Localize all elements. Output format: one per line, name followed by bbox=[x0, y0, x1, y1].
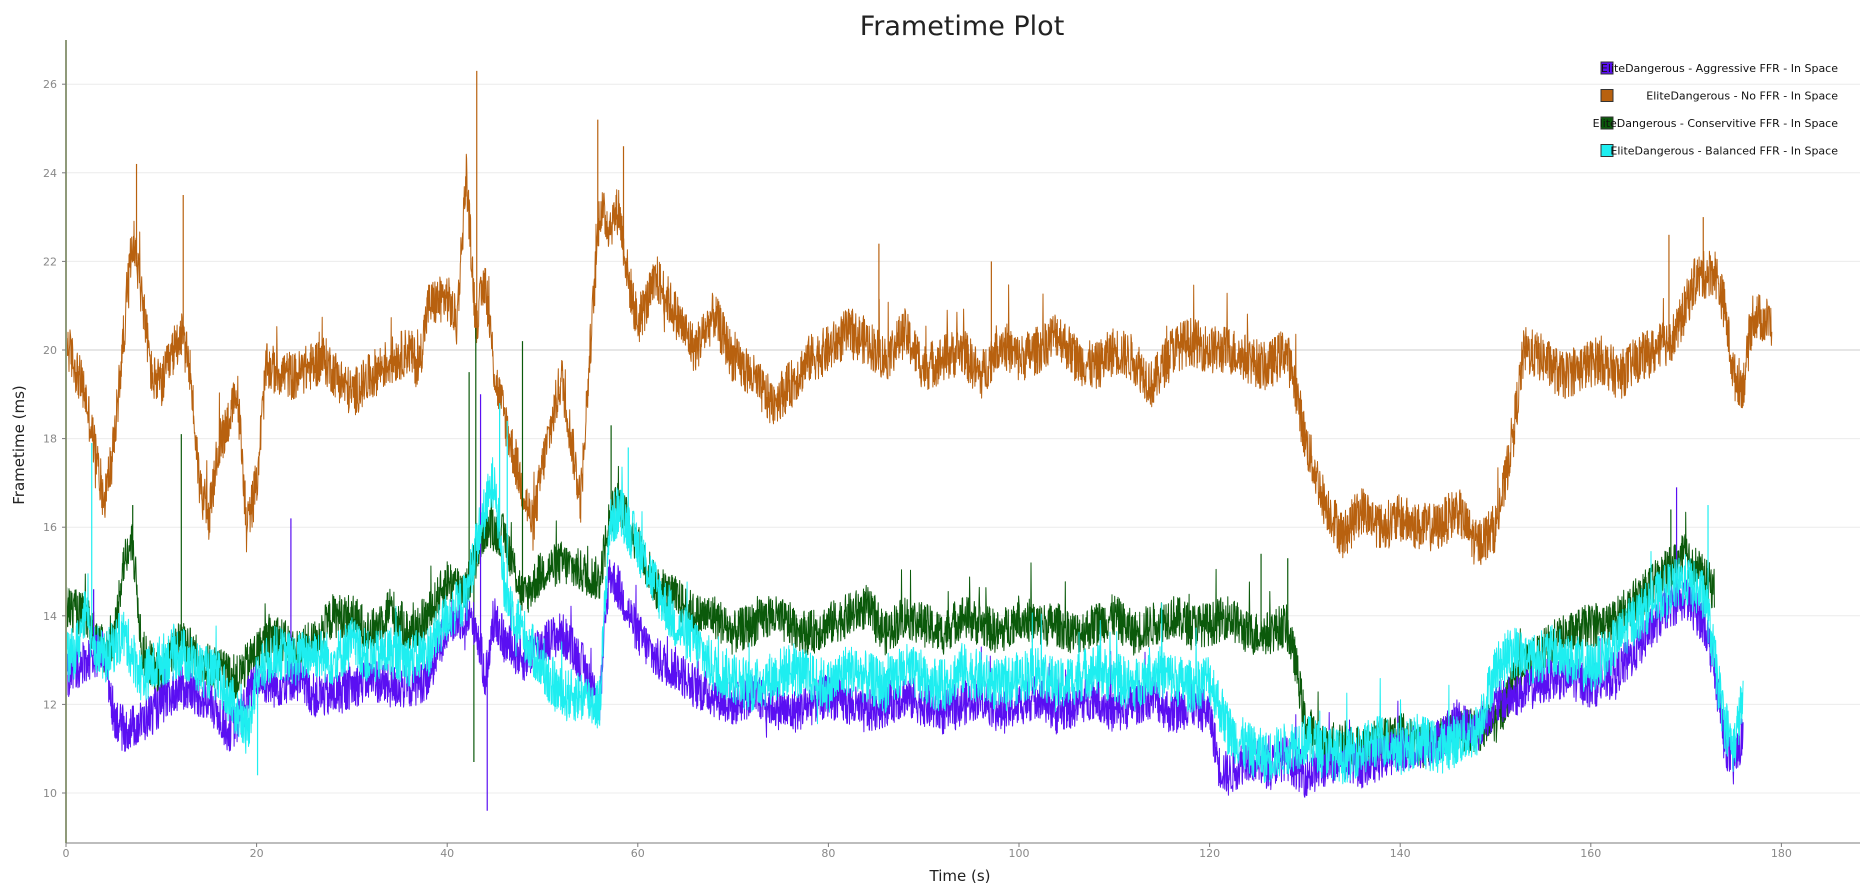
x-tick-label: 0 bbox=[63, 847, 70, 860]
x-tick-label: 180 bbox=[1771, 847, 1792, 860]
x-tick-label: 40 bbox=[440, 847, 454, 860]
legend-label: EliteDangerous - Conservitive FFR - In S… bbox=[1593, 117, 1839, 130]
legend-label: EliteDangerous - Aggressive FFR - In Spa… bbox=[1601, 62, 1838, 75]
x-axis-ticks: 0 20 40 60 80 100 120 140 160 180 bbox=[63, 843, 1792, 860]
series-line bbox=[65, 457, 1744, 785]
y-tick-label: 22 bbox=[43, 255, 57, 268]
legend-label: EliteDangerous - No FFR - In Space bbox=[1646, 90, 1838, 103]
x-tick-label: 140 bbox=[1390, 847, 1411, 860]
y-tick-label: 26 bbox=[43, 78, 57, 91]
y-tick-label: 24 bbox=[43, 167, 57, 180]
legend-swatch bbox=[1600, 89, 1614, 102]
x-tick-label: 80 bbox=[821, 847, 835, 860]
y-axis-ticks: 10 12 14 16 18 20 22 24 26 bbox=[43, 78, 66, 800]
x-axis-title: Time (s) bbox=[929, 867, 991, 885]
y-tick-label: 20 bbox=[43, 344, 57, 357]
y-axis-title: Frametime (ms) bbox=[10, 385, 28, 505]
y-tick-label: 16 bbox=[43, 521, 57, 534]
legend-label: EliteDangerous - Balanced FFR - In Space bbox=[1610, 145, 1838, 158]
legend-swatch bbox=[1600, 144, 1614, 157]
y-tick-label: 12 bbox=[43, 698, 57, 711]
legend-swatch bbox=[1600, 61, 1614, 75]
y-tick-label: 10 bbox=[43, 787, 57, 800]
legend: EliteDangerous - Aggressive FFR - In Spa… bbox=[1593, 61, 1839, 158]
x-tick-label: 160 bbox=[1580, 847, 1601, 860]
x-tick-label: 20 bbox=[250, 847, 264, 860]
x-tick-label: 120 bbox=[1199, 847, 1220, 860]
chart-title: Frametime Plot bbox=[860, 11, 1065, 42]
series-line bbox=[65, 153, 1773, 566]
x-tick-label: 60 bbox=[631, 847, 645, 860]
y-tick-label: 14 bbox=[43, 610, 57, 623]
plot-area bbox=[65, 70, 1773, 811]
legend-swatch bbox=[1600, 116, 1614, 130]
y-tick-label: 18 bbox=[43, 433, 57, 446]
x-tick-label: 100 bbox=[1009, 847, 1030, 860]
